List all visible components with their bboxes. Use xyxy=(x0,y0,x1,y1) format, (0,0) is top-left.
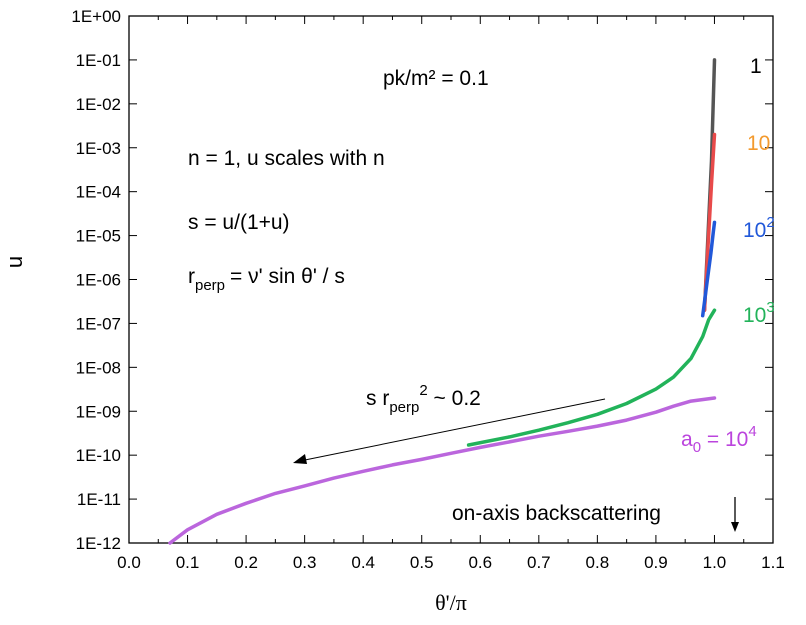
y-tick-label: 1E+00 xyxy=(71,7,121,26)
y-tick-label: 1E-07 xyxy=(76,314,121,333)
y-axis-label: u xyxy=(2,256,27,268)
x-axis-label: θ'/π xyxy=(435,590,467,615)
x-tick-label: 0.1 xyxy=(176,553,200,572)
backscatter-arrow xyxy=(731,497,739,532)
x-tick-label: 0.3 xyxy=(293,553,317,572)
x-tick-label: 0.7 xyxy=(527,553,551,572)
y-tick-label: 1E-04 xyxy=(76,183,121,202)
series-label-1000: 103 xyxy=(743,299,775,327)
annotation-r-perp: rperp = ν' sin θ' / s xyxy=(188,265,345,294)
series-label-100: 102 xyxy=(743,214,775,242)
series-label-1: 1 xyxy=(750,55,762,78)
series-line-4 xyxy=(466,308,717,447)
annotation-s-definition: s = u/(1+u) xyxy=(188,211,290,234)
x-tick-label: 0.2 xyxy=(234,553,258,572)
x-tick-label: 0.5 xyxy=(410,553,434,572)
plot-frame xyxy=(128,15,774,544)
y-tick-label: 1E-05 xyxy=(76,227,121,246)
series-line-5 xyxy=(168,396,717,545)
x-tick-label: 1.0 xyxy=(703,553,727,572)
x-tick-label: 0.6 xyxy=(468,553,492,572)
series-label-10: 10 xyxy=(747,132,770,155)
series-line-3 xyxy=(700,220,717,318)
y-tick-label: 1E-03 xyxy=(76,139,121,158)
y-tick-label: 1E-02 xyxy=(76,95,121,114)
x-tick-label: 0.0 xyxy=(117,553,141,572)
gradient-arrow xyxy=(293,398,606,464)
y-tick-label: 1E-06 xyxy=(76,271,121,290)
y-tick-label: 1E-01 xyxy=(76,51,121,70)
annotation-s-rperp: s rperp2 ~ 0.2 xyxy=(366,382,481,416)
y-tick-label: 1E-11 xyxy=(77,490,121,509)
axes: 0.0 0.1 0.2 0.3 0.4 0.5 0.6 0.7 0.8 0.9 1.0 1.1 1E-1… xyxy=(71,7,784,572)
annotation-backscattering: on-axis backscattering xyxy=(452,502,661,525)
annotation-n-scaling: n = 1, u scales with n xyxy=(188,147,385,170)
x-tick-label: 0.4 xyxy=(351,553,375,572)
x-tick-label: 0.8 xyxy=(586,553,610,572)
series-layer xyxy=(168,58,717,545)
y-tick-label: 1E-10 xyxy=(76,446,121,465)
y-tick-label: 1E-08 xyxy=(76,358,121,377)
y-tick-label: 1E-09 xyxy=(76,402,121,421)
series-label-a0: a0 = 104 xyxy=(681,423,757,456)
x-tick-label: 1.1 xyxy=(761,553,785,572)
y-tick-label: 1E-12 xyxy=(76,534,121,553)
x-tick-label: 0.9 xyxy=(644,553,668,572)
annotation-pk-ratio: pk/m² = 0.1 xyxy=(383,67,489,90)
